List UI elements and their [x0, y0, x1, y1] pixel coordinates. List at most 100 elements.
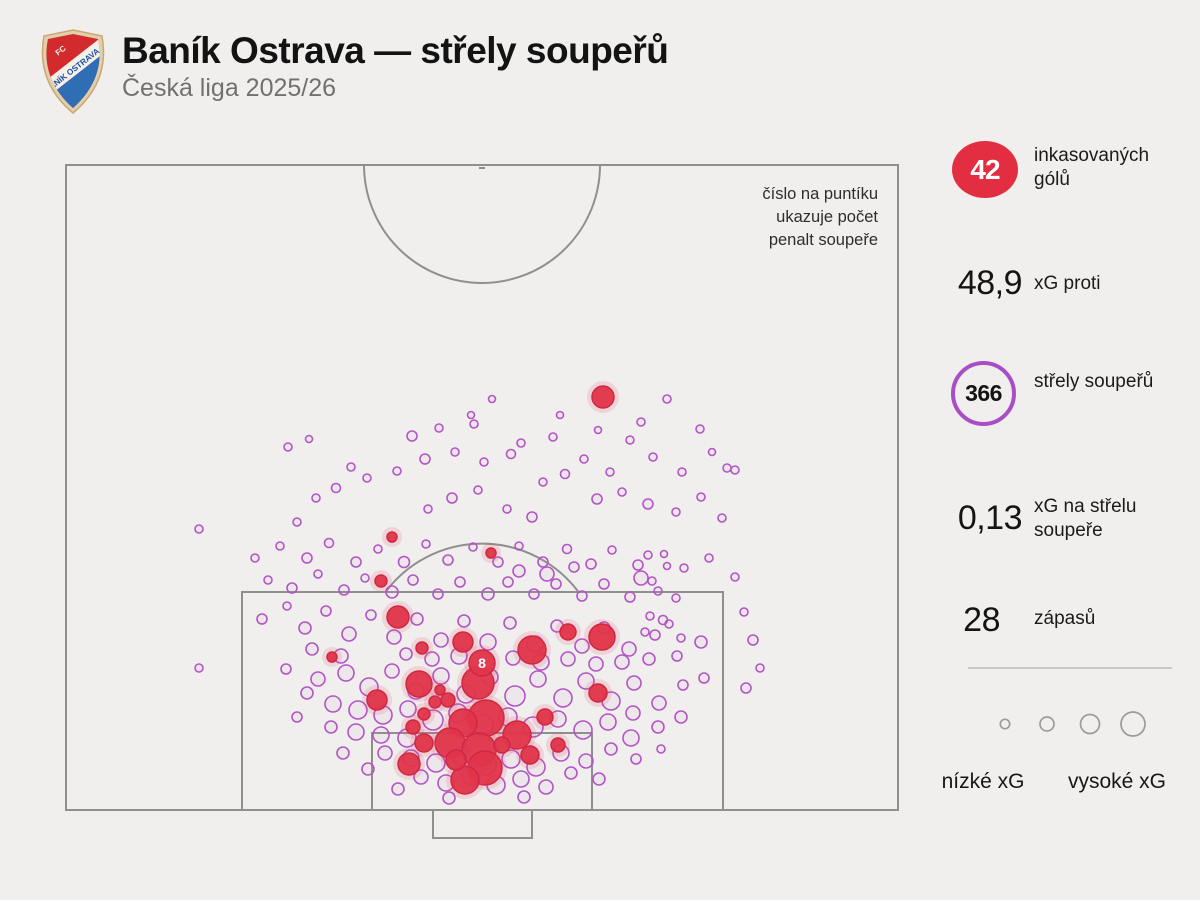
- opponent-shot-marker: [574, 638, 590, 654]
- opponent-shot-marker: [391, 782, 405, 796]
- conceded-goal-marker: [405, 719, 421, 735]
- opponent-shot-marker: [433, 632, 449, 648]
- opponent-shot-marker: [399, 700, 417, 718]
- club-logo: BANÍK OSTRAVA FC: [41, 29, 105, 114]
- opponent-shot-marker: [679, 563, 689, 573]
- opponent-shot-marker: [624, 591, 636, 603]
- opponent-shot-marker: [466, 410, 476, 420]
- annotation-line-2: ukazuje počet: [776, 207, 878, 226]
- opponent-shot-marker: [377, 745, 393, 761]
- opponent-shot-marker: [501, 749, 521, 769]
- opponent-shot-marker: [671, 593, 681, 603]
- opponent-shot-marker: [659, 549, 669, 559]
- opponent-shot-marker: [722, 463, 732, 473]
- penalty-count-label: 8: [478, 655, 486, 671]
- opponent-shot-marker: [698, 672, 710, 684]
- opponent-shot-marker: [280, 663, 292, 675]
- opponent-shot-marker: [457, 614, 471, 628]
- opponent-shot-marker: [676, 633, 686, 643]
- opponent-shot-marker: [671, 507, 681, 517]
- opponent-shot-marker: [651, 695, 667, 711]
- opponent-shot-marker: [512, 770, 530, 788]
- opponent-shot-marker: [348, 700, 368, 720]
- opponent-shot-marker: [585, 558, 597, 570]
- opponent-shot-marker: [310, 671, 326, 687]
- opponent-shot-marker: [604, 742, 618, 756]
- opponent-shot-marker: [311, 493, 321, 503]
- opponent-shot-marker: [432, 667, 450, 685]
- center-circle-arc: [363, 164, 601, 284]
- opponent-shot-marker: [413, 769, 429, 785]
- xg-per-shot-label: xG na střelu soupeře: [1034, 496, 1137, 541]
- opponent-shot-marker: [336, 746, 350, 760]
- xg-per-shot-value: 0,13: [957, 499, 1023, 537]
- opponent-shot-marker: [514, 541, 524, 551]
- opponent-shot-marker: [338, 584, 350, 596]
- shots-layer: 8: [194, 381, 765, 805]
- opponent-shot-marker: [442, 791, 456, 805]
- opponent-shot-marker: [564, 766, 578, 780]
- opponent-shot-marker: [446, 492, 458, 504]
- opponent-shot-marker: [573, 720, 593, 740]
- penalty-arc: [384, 542, 580, 593]
- opponent-shot-marker: [694, 635, 708, 649]
- opponent-shot-marker: [283, 442, 293, 452]
- opponent-shot-marker: [473, 485, 483, 495]
- opponent-shot-marker: [579, 454, 589, 464]
- xg-against-value: 48,9: [957, 264, 1023, 302]
- opponent-shot-marker: [677, 467, 687, 477]
- opponent-shot-marker: [704, 553, 714, 563]
- opponent-shot-marker: [730, 572, 740, 582]
- opponent-shot-marker: [426, 753, 446, 773]
- opponent-shot-marker: [194, 663, 204, 673]
- opponent-shot-marker: [576, 590, 588, 602]
- conceded-goals-label: inkasovaných gólů: [1034, 145, 1150, 190]
- opponent-shot-marker: [399, 647, 413, 661]
- opponent-shot-marker: [324, 695, 342, 713]
- opponent-shot-marker: [479, 457, 489, 467]
- opponent-shot-marker: [313, 569, 323, 579]
- opponent-shot-marker: [598, 578, 610, 590]
- opponent-shot-marker: [421, 539, 431, 549]
- legend-size-circle: [1039, 716, 1055, 732]
- opponent-shot-marker: [256, 613, 268, 625]
- opponent-shot-marker: [696, 492, 706, 502]
- opponent-shot-marker: [300, 686, 314, 700]
- opponent-shot-marker: [384, 663, 400, 679]
- conceded-goal-marker: [326, 651, 338, 663]
- opponent-shot-marker: [320, 605, 332, 617]
- opponent-shot-marker: [578, 753, 594, 769]
- opponent-shot-marker: [372, 726, 390, 744]
- opponent-shot-marker: [360, 573, 370, 583]
- legend-size-circle: [1120, 711, 1146, 737]
- matches-label: zápasů: [1034, 608, 1096, 629]
- opponent-shot-marker: [350, 556, 362, 568]
- opponent-shot-marker: [755, 663, 765, 673]
- opponent-shot-marker: [538, 477, 548, 487]
- opponent-shot-marker: [361, 762, 375, 776]
- opponent-shot-marker: [419, 453, 431, 465]
- opponent-shot-marker: [526, 511, 538, 523]
- opponent-shot-marker: [555, 410, 565, 420]
- opponent-shot-marker: [591, 493, 603, 505]
- conceded-goal-marker: [588, 683, 608, 703]
- opponent-shot-marker: [324, 720, 338, 734]
- conceded-goals-badge: 42: [952, 141, 1018, 198]
- opponent-shot-marker: [282, 601, 292, 611]
- conceded-goal-marker: [434, 684, 446, 696]
- opponent-shot-marker: [642, 652, 656, 666]
- conceded-goal-marker: [414, 733, 434, 753]
- opponent-shot-marker: [717, 513, 727, 523]
- legend-high-xg-label: vysoké xG: [1067, 770, 1167, 793]
- conceded-goal-marker: [386, 605, 410, 629]
- opponent-shot-marker: [454, 576, 466, 588]
- opponent-shot-marker: [662, 561, 672, 571]
- opponent-shot-marker: [626, 675, 642, 691]
- opponent-shots-label: střely soupeřů: [1034, 371, 1154, 392]
- opponent-shot-marker: [730, 465, 740, 475]
- legend-low-xg-label: nízké xG: [941, 770, 1025, 793]
- opponent-shot-marker: [468, 542, 478, 552]
- opponent-shot-marker: [550, 578, 562, 590]
- page-subtitle: Česká liga 2025/26: [122, 74, 337, 102]
- conceded-goal-marker: [417, 707, 431, 721]
